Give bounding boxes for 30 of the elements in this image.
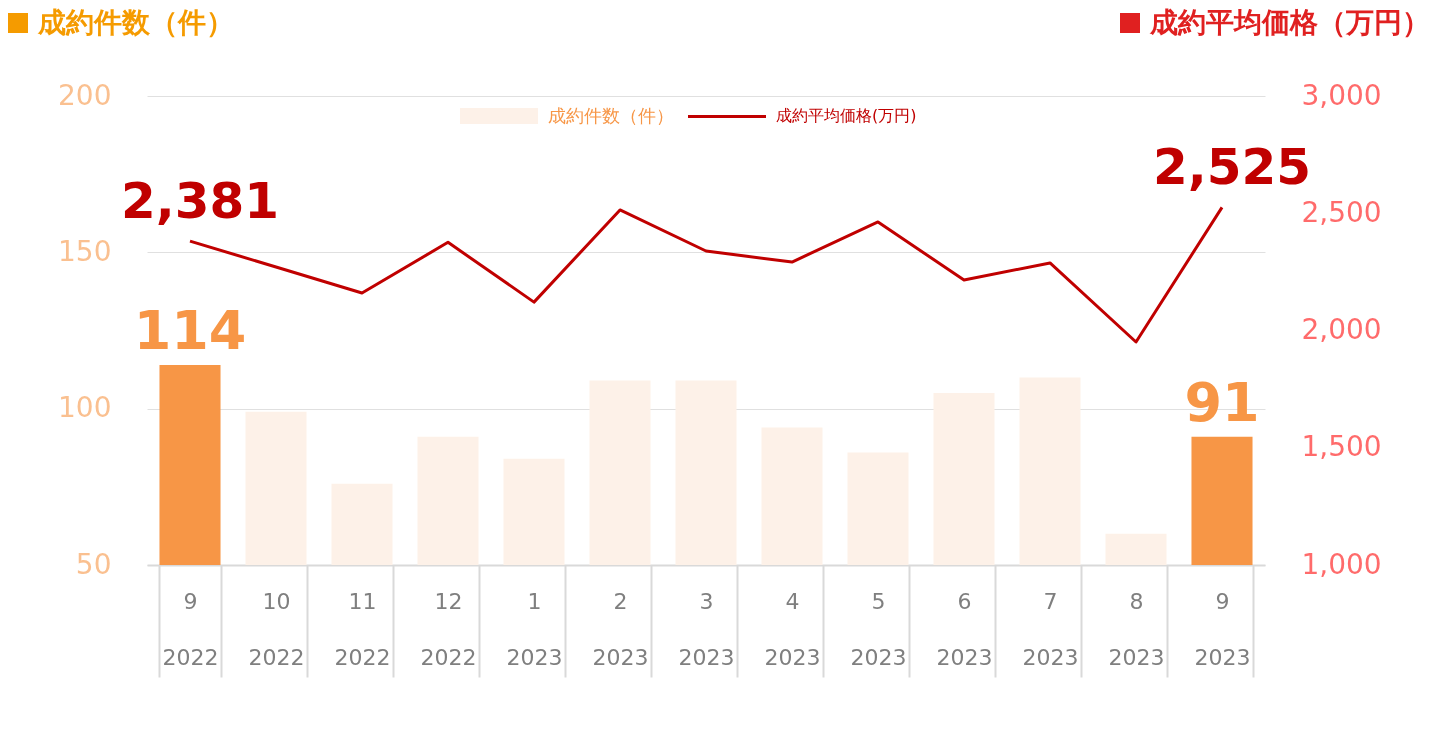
data-label: 2,381 (120, 172, 280, 231)
category-label: 3 2023 (678, 588, 735, 670)
y-axis-title: 成約件数（件） (38, 5, 234, 41)
category-label: 2 2023 (592, 588, 649, 670)
category-label: 8 2023 (1108, 588, 1165, 670)
category-label: 6 2023 (936, 588, 993, 670)
y-tick-label: 200 (58, 78, 112, 112)
data-label: 91 (1184, 370, 1260, 434)
y2-tick-label: 2,000 (1301, 313, 1382, 346)
y-tick-label: 100 (58, 391, 112, 425)
data-label: 114 (133, 298, 247, 362)
category-label: 10 2022 (248, 588, 305, 670)
category-label: 4 2023 (764, 588, 821, 670)
category-label: 1 2023 (506, 588, 563, 670)
y2-tick-label: 2,500 (1301, 195, 1382, 229)
y2-axis-title: 成約平均価格（万円） (1150, 5, 1430, 41)
category-label: 5 2023 (850, 588, 907, 670)
category-label: 9 2023 (1194, 588, 1251, 670)
y-tick-label: 150 (58, 234, 112, 268)
y2-tick-label: 3,000 (1301, 78, 1382, 112)
category-label: 12 2022 (420, 588, 477, 670)
legend-label: 成約平均価格(万円) (776, 105, 917, 127)
category-label: 9 2022 (162, 588, 219, 670)
category-label: 7 2023 (1022, 588, 1079, 670)
y-tick-label: 50 (75, 547, 112, 581)
y2-tick-label: 1,500 (1301, 430, 1382, 464)
category-label: 11 2022 (334, 588, 391, 670)
y2-tick-label: 1,000 (1301, 547, 1382, 581)
data-label: 2,525 (1152, 138, 1312, 197)
legend-label: 成約件数（件） (548, 104, 674, 128)
